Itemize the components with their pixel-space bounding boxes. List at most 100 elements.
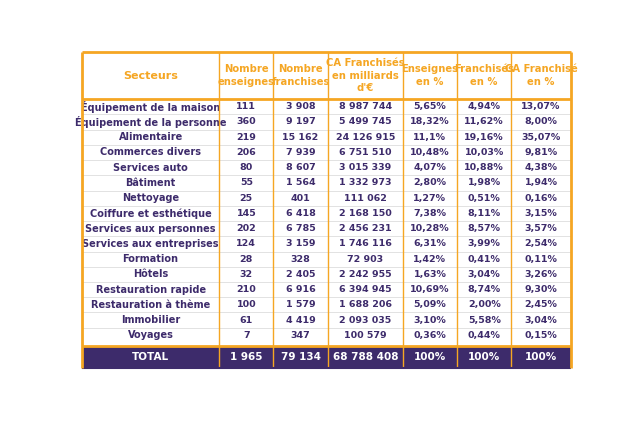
Text: 6 394 945: 6 394 945	[339, 285, 392, 294]
Text: 68 788 408: 68 788 408	[333, 352, 398, 362]
Text: Immobilier: Immobilier	[121, 315, 180, 325]
Text: 4 419: 4 419	[286, 316, 315, 325]
Text: 1,63%: 1,63%	[413, 270, 447, 279]
Text: 25: 25	[240, 194, 253, 203]
Text: Services auto: Services auto	[113, 163, 188, 173]
Text: 100: 100	[236, 300, 256, 309]
Text: 3,15%: 3,15%	[525, 209, 557, 218]
Text: 206: 206	[236, 148, 256, 157]
Text: 5,58%: 5,58%	[468, 316, 501, 325]
Text: 5,09%: 5,09%	[413, 300, 447, 309]
Text: 100 579: 100 579	[344, 331, 387, 340]
Text: 4,94%: 4,94%	[468, 102, 501, 111]
Text: 28: 28	[240, 255, 253, 264]
Text: 100%: 100%	[468, 352, 500, 362]
Text: 4,07%: 4,07%	[413, 163, 447, 172]
Text: 9,30%: 9,30%	[525, 285, 557, 294]
Text: 0,16%: 0,16%	[525, 194, 557, 203]
Text: 2 242 955: 2 242 955	[339, 270, 392, 279]
Text: 401: 401	[290, 194, 310, 203]
Text: 8,74%: 8,74%	[468, 285, 501, 294]
Text: Restauration rapide: Restauration rapide	[96, 285, 206, 295]
Text: 79 134: 79 134	[281, 352, 320, 362]
Text: 2 093 035: 2 093 035	[339, 316, 391, 325]
Text: 2 405: 2 405	[286, 270, 315, 279]
Text: 6 916: 6 916	[286, 285, 315, 294]
Bar	[82, 297, 571, 312]
Text: 10,03%: 10,03%	[464, 148, 504, 157]
Text: 2,00%: 2,00%	[468, 300, 501, 309]
Text: Commerces divers: Commerces divers	[100, 147, 201, 157]
Text: Nombre
franchises: Nombre franchises	[271, 64, 330, 87]
Bar	[82, 115, 571, 130]
Text: 11,1%: 11,1%	[413, 133, 447, 142]
Text: 347: 347	[290, 331, 310, 340]
Text: 202: 202	[236, 224, 256, 233]
Text: 8,57%: 8,57%	[468, 224, 501, 233]
Text: 61: 61	[240, 316, 253, 325]
Text: 10,88%: 10,88%	[464, 163, 504, 172]
Text: TOTAL: TOTAL	[132, 352, 169, 362]
Text: 3,57%: 3,57%	[525, 224, 557, 233]
Text: 2,45%: 2,45%	[525, 300, 557, 309]
Text: 10,28%: 10,28%	[410, 224, 450, 233]
Text: Nettoyage: Nettoyage	[122, 193, 179, 203]
Text: 3 015 339: 3 015 339	[339, 163, 391, 172]
Text: 360: 360	[236, 117, 256, 126]
Text: Bâtiment: Bâtiment	[125, 178, 176, 188]
Text: Services aux entreprises: Services aux entreprises	[82, 239, 219, 249]
Text: 8,00%: 8,00%	[525, 117, 557, 126]
Text: 111: 111	[236, 102, 256, 111]
Text: 10,69%: 10,69%	[410, 285, 450, 294]
Text: Restauration à thème: Restauration à thème	[91, 300, 210, 310]
Text: 3,26%: 3,26%	[525, 270, 557, 279]
Bar	[82, 175, 571, 191]
Text: CA Franchisé
en %: CA Franchisé en %	[505, 64, 578, 87]
Text: Voyages: Voyages	[127, 330, 173, 340]
Text: 328: 328	[290, 255, 311, 264]
Text: 1 579: 1 579	[286, 300, 315, 309]
Text: 6 418: 6 418	[285, 209, 315, 218]
Text: 124: 124	[236, 240, 256, 248]
Text: 19,16%: 19,16%	[464, 133, 504, 142]
Text: 0,15%: 0,15%	[525, 331, 557, 340]
Text: 7: 7	[243, 331, 250, 340]
Text: Coiffure et esthétique: Coiffure et esthétique	[90, 208, 211, 218]
Text: 8 607: 8 607	[286, 163, 315, 172]
Text: 3,04%: 3,04%	[468, 270, 501, 279]
Bar	[82, 312, 571, 328]
Bar	[82, 160, 571, 175]
Bar	[82, 328, 571, 343]
Text: 18,32%: 18,32%	[410, 117, 450, 126]
Text: 210: 210	[236, 285, 256, 294]
Text: 7 939: 7 939	[286, 148, 315, 157]
Text: Hôtels: Hôtels	[133, 269, 168, 280]
Text: 80: 80	[240, 163, 253, 172]
Bar	[82, 191, 571, 206]
Text: 10,48%: 10,48%	[410, 148, 450, 157]
Text: Secteurs: Secteurs	[123, 71, 178, 81]
Bar	[82, 99, 571, 115]
Text: 6 751 510: 6 751 510	[339, 148, 392, 157]
Text: 5 499 745: 5 499 745	[339, 117, 392, 126]
Bar	[82, 236, 571, 251]
Text: 6 785: 6 785	[286, 224, 315, 233]
Text: 3,99%: 3,99%	[468, 240, 501, 248]
Bar	[82, 130, 571, 145]
Bar	[82, 267, 571, 282]
Text: 55: 55	[240, 179, 253, 187]
Text: 11,62%: 11,62%	[464, 117, 504, 126]
Text: 1 332 973: 1 332 973	[339, 179, 392, 187]
Text: Équipement de la maison: Équipement de la maison	[81, 101, 220, 113]
Text: 3 159: 3 159	[286, 240, 315, 248]
Bar	[82, 221, 571, 236]
Text: 2 168 150: 2 168 150	[339, 209, 392, 218]
Bar	[82, 52, 571, 99]
Text: 1,98%: 1,98%	[468, 179, 501, 187]
Text: 2 456 231: 2 456 231	[339, 224, 392, 233]
Text: 15 162: 15 162	[282, 133, 318, 142]
Text: 100%: 100%	[525, 352, 557, 362]
Text: 6,31%: 6,31%	[413, 240, 447, 248]
Text: 2,80%: 2,80%	[413, 179, 447, 187]
Text: 8 987 744: 8 987 744	[339, 102, 392, 111]
